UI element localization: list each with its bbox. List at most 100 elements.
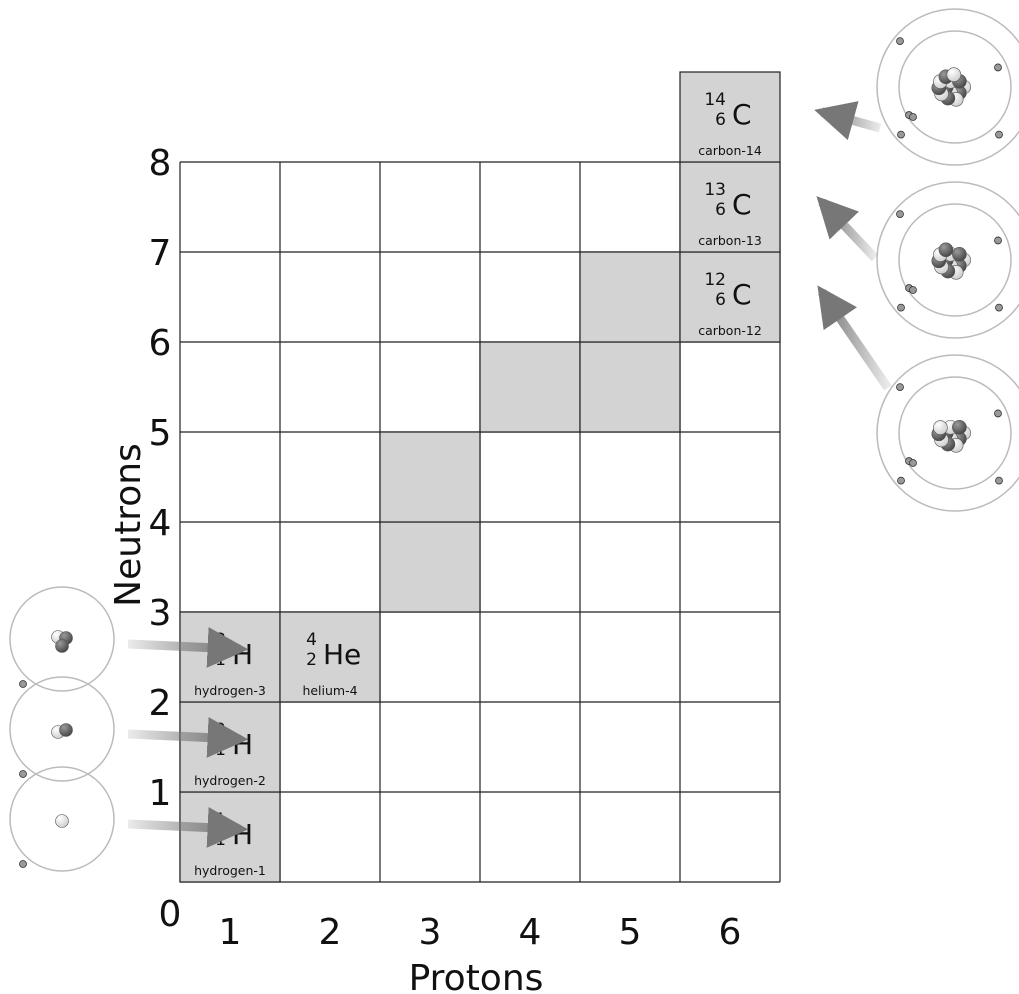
pointer-arrow <box>127 807 249 848</box>
isotope-atomic-number: 1 <box>215 830 226 850</box>
electron-icon <box>995 303 1003 312</box>
isotope-name: carbon-14 <box>698 143 762 158</box>
pointer-arrow <box>818 289 892 391</box>
isotope-name: helium-4 <box>302 683 357 698</box>
isotope-symbol: H <box>232 818 253 851</box>
nuclide-cell <box>679 71 781 163</box>
isotope-symbol: H <box>232 638 253 671</box>
proton-icon <box>55 814 69 828</box>
y-tick-label: 7 <box>149 233 172 274</box>
atom-illustration-h3 <box>9 586 249 692</box>
y-tick-label: 8 <box>149 143 172 184</box>
electron-icon <box>909 459 917 467</box>
neutron-icon <box>952 246 967 262</box>
x-axis-title: Protons <box>409 958 544 994</box>
isotope-symbol: C <box>732 188 752 221</box>
electron-orbit-inner <box>898 30 1012 144</box>
pointer-arrow <box>127 627 249 668</box>
isotope-name: hydrogen-3 <box>194 683 266 698</box>
nuclide-cell <box>379 431 481 523</box>
electron-icon <box>994 63 1002 72</box>
arrow-head-icon <box>816 196 859 240</box>
atom-illustration-c13 <box>816 181 1019 339</box>
electron-orbit-outer <box>876 181 1019 339</box>
proton-icon <box>946 67 962 82</box>
electron-icon <box>19 770 27 778</box>
isotope-atomic-number: 1 <box>215 650 226 670</box>
x-tick-label: 1 <box>219 912 242 953</box>
nuclide-cell <box>579 251 681 343</box>
isotope-name: carbon-13 <box>698 233 762 248</box>
electron-orbit-outer <box>876 8 1019 166</box>
neutron-icon <box>938 242 954 258</box>
neutron-icon <box>55 639 69 653</box>
pointer-arrow <box>818 198 879 262</box>
y-tick-label: 4 <box>149 503 172 544</box>
electron-icon <box>897 303 905 312</box>
isotope-symbol: H <box>232 728 253 761</box>
neutron-icon <box>952 419 967 435</box>
nuclide-cell <box>579 341 681 433</box>
x-tick-label: 3 <box>419 912 442 953</box>
x-tick-label: 2 <box>319 912 342 953</box>
isotope-atomic-number: 6 <box>715 110 726 130</box>
electron-icon <box>995 130 1003 139</box>
electron-orbit-outer <box>876 354 1019 512</box>
isotope-mass-number: 12 <box>704 270 726 290</box>
electron-icon <box>19 680 27 688</box>
neutron-icon <box>59 723 73 737</box>
pointer-arrow <box>820 107 882 133</box>
pointer-arrow <box>127 717 249 758</box>
x-tick-label: 0 <box>159 894 182 935</box>
electron-icon <box>909 113 917 121</box>
isotope-atomic-number: 2 <box>306 650 317 670</box>
isotope-symbol: C <box>732 98 752 131</box>
y-tick-label: 2 <box>149 683 172 724</box>
isotope-name: carbon-12 <box>698 323 762 338</box>
atom-illustration-h1 <box>9 766 249 872</box>
isotope-mass-number: 4 <box>306 630 317 650</box>
y-tick-label: 6 <box>149 323 172 364</box>
isotope-atomic-number: 6 <box>715 200 726 220</box>
y-axis-title: Neutrons <box>108 443 149 607</box>
electron-icon <box>897 476 905 485</box>
electron-icon <box>19 860 27 868</box>
electron-icon <box>994 236 1002 245</box>
nuclide-cell <box>279 611 381 703</box>
electron-icon <box>994 409 1002 418</box>
y-tick-label: 5 <box>149 413 172 454</box>
x-tick-label: 4 <box>519 912 542 953</box>
isotope-name: hydrogen-2 <box>194 773 266 788</box>
electron-orbit-inner <box>898 203 1012 317</box>
isotope-atomic-number: 6 <box>715 290 726 310</box>
arrow-head-icon <box>817 285 858 331</box>
isotope-name: hydrogen-1 <box>194 863 266 878</box>
isotope-mass-number: 13 <box>704 180 726 200</box>
isotope-symbol: He <box>323 638 361 671</box>
electron-icon <box>909 286 917 294</box>
arrow-head-icon <box>814 101 859 141</box>
y-tick-label: 1 <box>149 773 172 814</box>
electron-icon <box>896 37 904 45</box>
nuclide-cell <box>679 161 781 253</box>
isotope-mass-number: 14 <box>704 90 726 110</box>
y-axis-ticks: 1 2 3 4 5 6 7 8 <box>149 143 172 814</box>
atom-illustration-c14 <box>814 8 1019 166</box>
electron-orbit <box>9 676 115 782</box>
y-tick-label: 3 <box>149 593 172 634</box>
atom-illustration-c12 <box>817 285 1019 512</box>
nuclide-cell <box>679 251 781 343</box>
nuclide-cell <box>479 341 581 433</box>
electron-icon <box>995 476 1003 485</box>
isotope-symbol: C <box>732 278 752 311</box>
x-tick-label: 5 <box>619 912 642 953</box>
electron-orbit <box>9 586 115 692</box>
electron-icon <box>897 130 905 139</box>
x-tick-label: 6 <box>719 912 742 953</box>
